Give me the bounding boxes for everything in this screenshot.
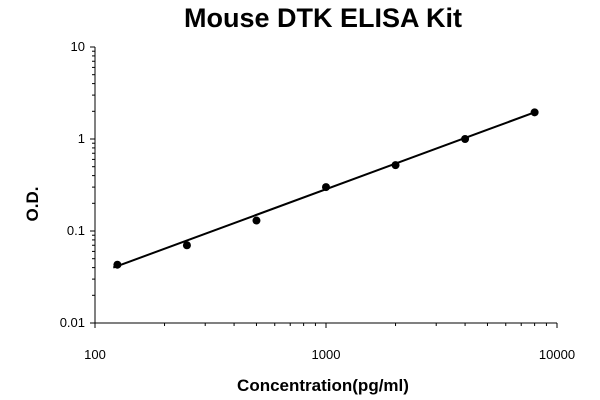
data-point (113, 260, 122, 269)
tick-group: 0.01 0.1 1 10 100 1000 10000 (60, 39, 575, 362)
x-tick-label: 10000 (539, 347, 575, 362)
y-axis-label: O.D. (23, 187, 42, 222)
y-tick-label: 1 (78, 131, 85, 146)
data-point (530, 108, 539, 117)
data-point (252, 216, 261, 225)
data-point-group (113, 108, 539, 269)
data-point (391, 161, 400, 170)
x-tick-label: 100 (84, 347, 106, 362)
y-tick-label: 0.01 (60, 315, 85, 330)
y-tick-label: 10 (71, 39, 85, 54)
x-axis-label: Concentration(pg/ml) (237, 376, 409, 395)
data-point (461, 135, 470, 143)
chart-title: Mouse DTK ELISA Kit (184, 3, 462, 33)
data-point (182, 241, 191, 250)
x-tick-label: 1000 (312, 347, 341, 362)
data-point (322, 183, 330, 192)
y-tick-label: 0.1 (67, 223, 85, 238)
